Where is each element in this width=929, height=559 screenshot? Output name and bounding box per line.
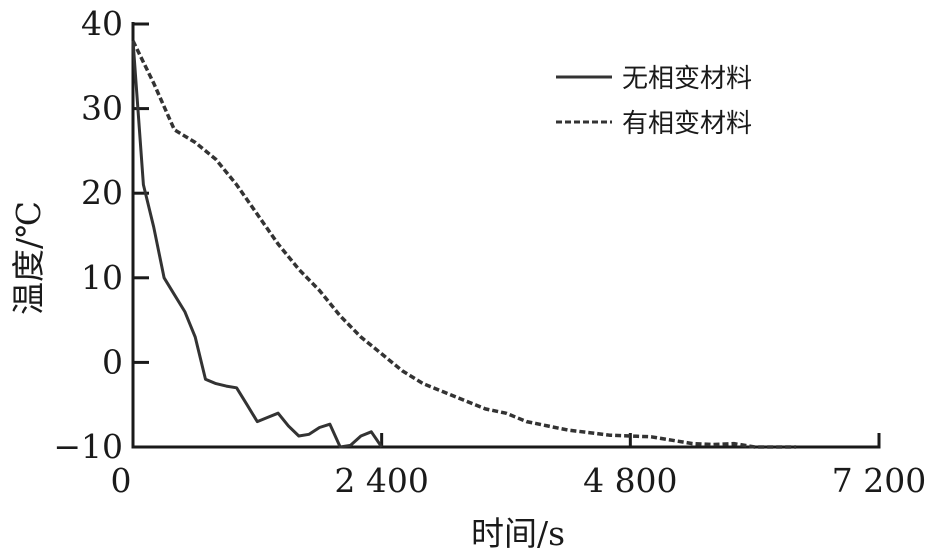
y-tick-label: −10 [53,427,123,466]
y-tick-label: 20 [81,173,123,212]
series-line-2 [131,40,797,449]
series-layer [131,40,797,449]
y-tick-label: 10 [81,258,123,297]
x-tick-label: 4 800 [583,461,677,500]
series-line-1 [131,40,383,449]
x-axis-label: 时间/s [471,514,565,553]
y-tick-label: 0 [102,342,123,381]
legend-label-1: 无相变材料 [622,64,752,94]
y-axis-label: 温度/℃ [9,201,48,315]
y-tick-label: 40 [81,4,123,43]
x-tick-label: 0 [111,461,132,500]
y-tick-label: 30 [81,89,123,128]
x-tick-label: 2 400 [334,461,428,500]
legend-label-2: 有相变材料 [622,109,752,139]
x-tick-label: 7 200 [832,461,926,500]
